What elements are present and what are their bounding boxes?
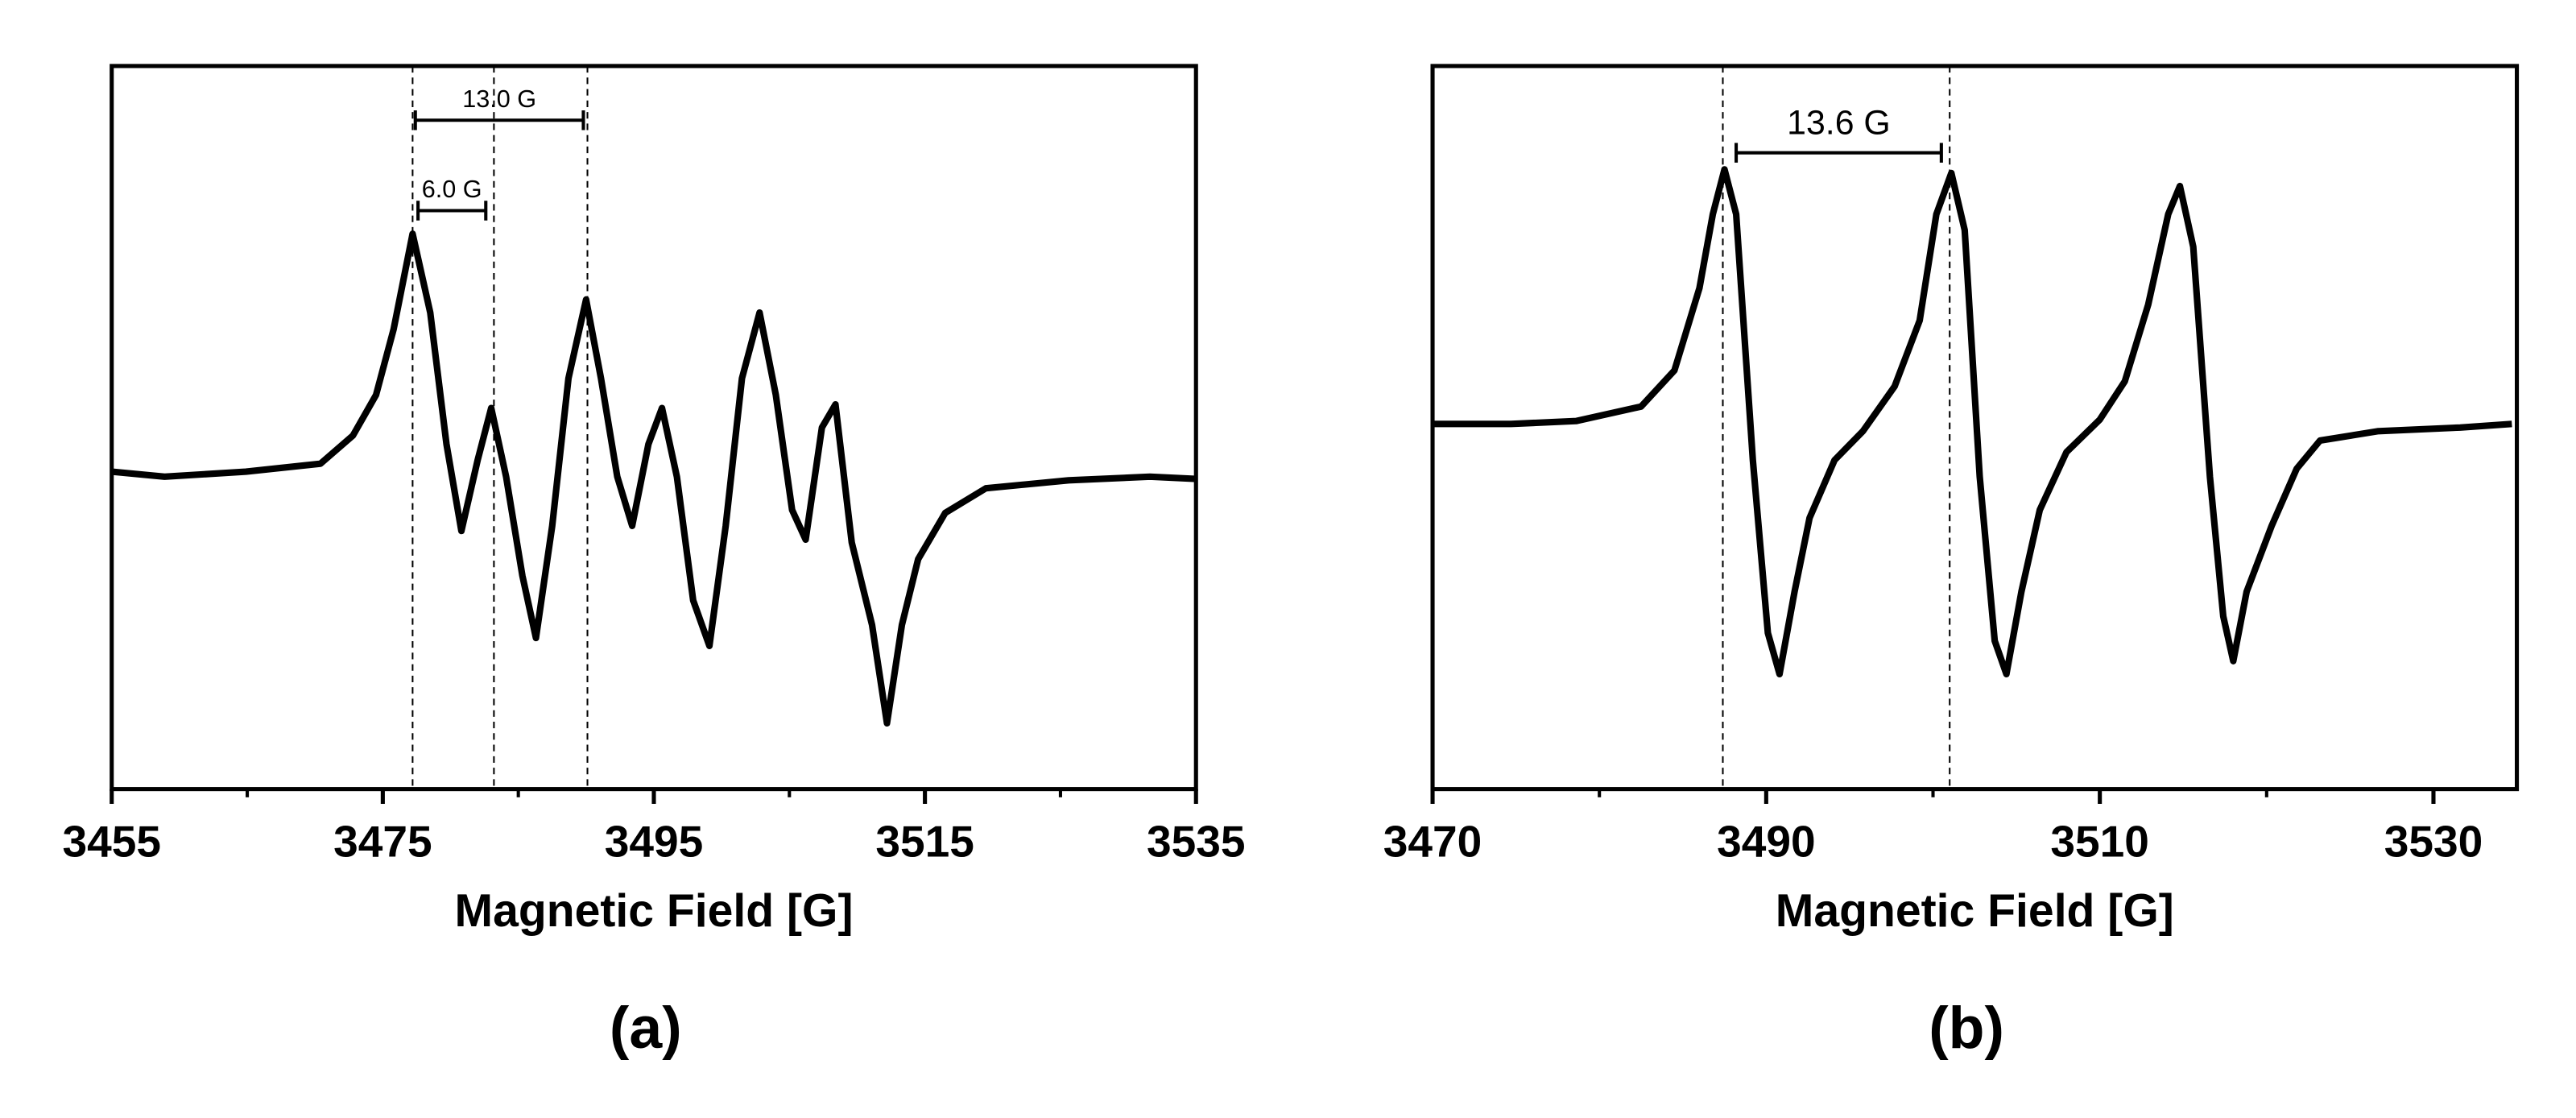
- annotation-text: 6.0 G: [422, 176, 482, 203]
- x-tick-label: 3530: [2384, 817, 2483, 867]
- x-tick-label: 3495: [605, 817, 704, 867]
- panel-label: (a): [610, 995, 682, 1061]
- panel: 13.0 G 6.0 G 3455 3475 3495 3515 3535 Magnetic …: [62, 64, 1246, 1061]
- x-tick-label: 3490: [1717, 817, 1816, 867]
- annotation-text: 13.6 G: [1787, 104, 1891, 143]
- annotation-text: 13.0 G: [462, 85, 536, 113]
- x-tick-label: 3475: [333, 817, 432, 867]
- panel-label: (b): [1929, 995, 2004, 1061]
- x-tick-label: 3515: [875, 817, 974, 867]
- x-axis-label: Magnetic Field [G]: [1776, 885, 2174, 937]
- x-tick-label: 3455: [62, 817, 161, 867]
- x-tick-label: 3470: [1383, 817, 1482, 867]
- x-axis-label: Magnetic Field [G]: [455, 885, 854, 937]
- spectrum-line: [1433, 166, 2512, 677]
- x-tick-label: 3510: [2050, 817, 2149, 867]
- panel: 13.6 G 3470 3490 3510 3530 Magnetic Field [G]…: [1383, 64, 2520, 1061]
- x-tick-label: 3535: [1147, 817, 1246, 867]
- spectrum-line: [111, 230, 1197, 727]
- plot-frame: [1430, 64, 2520, 792]
